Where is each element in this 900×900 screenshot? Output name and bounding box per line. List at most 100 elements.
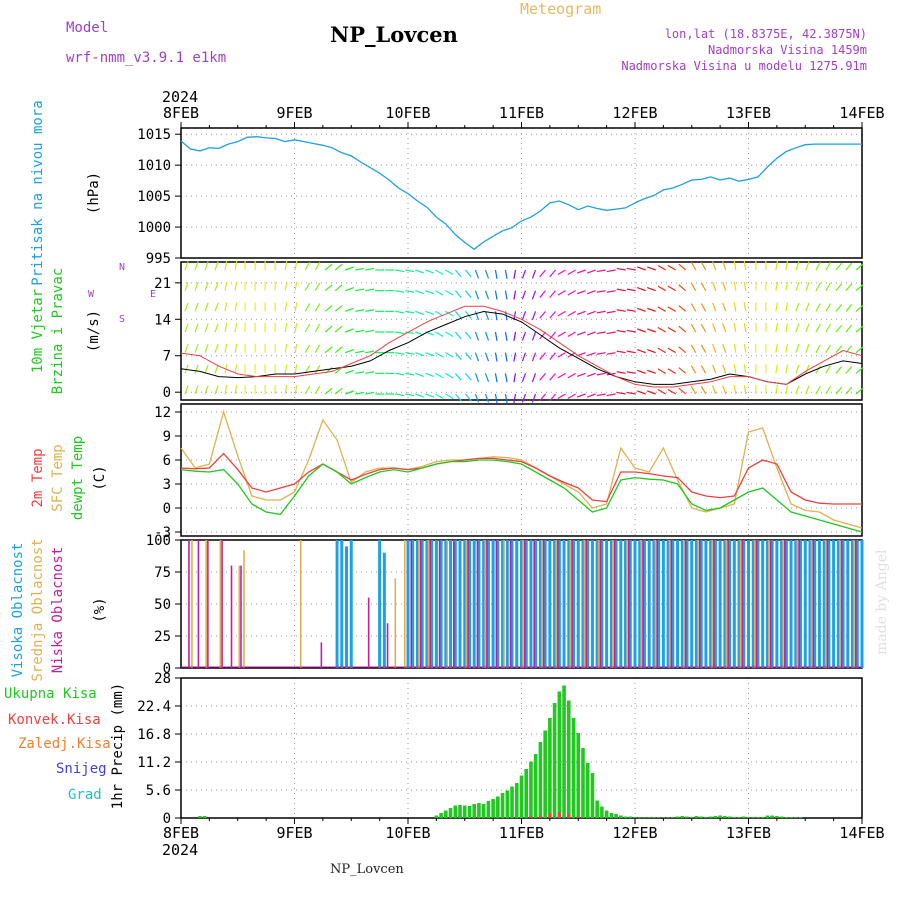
wind-arrow bbox=[415, 372, 425, 377]
wind-arrow bbox=[678, 346, 687, 354]
wind-arrow bbox=[678, 325, 687, 333]
precip-total-bar bbox=[699, 816, 704, 818]
wind-arrow bbox=[539, 372, 546, 381]
precip-total-bar bbox=[496, 796, 500, 818]
precip-legend-4: Grad bbox=[68, 787, 102, 803]
wind-arrow bbox=[474, 311, 480, 320]
wind-arrow bbox=[733, 261, 737, 271]
precip-total-bar bbox=[519, 775, 524, 818]
precip-total-bar bbox=[448, 808, 453, 818]
wind-arrow bbox=[405, 310, 415, 314]
wind-arrow bbox=[845, 366, 853, 374]
wind-arrow bbox=[825, 261, 831, 271]
y-tick-label: 1000 bbox=[137, 220, 171, 236]
model-altitude: Nadmorska Visina u modelu 1275.91m bbox=[621, 59, 867, 73]
wind-arrow bbox=[474, 331, 480, 341]
x-tick-label-bottom: 11FEB bbox=[499, 824, 544, 842]
precip-total-bar bbox=[510, 786, 514, 818]
x-tick-label-top: 14FEB bbox=[839, 104, 884, 122]
precip-total-bar bbox=[600, 806, 604, 818]
wind-arrow bbox=[224, 281, 228, 291]
wind-arrow bbox=[345, 390, 354, 395]
wind-arrow bbox=[785, 302, 789, 312]
wind-arrow bbox=[815, 303, 821, 312]
wind-arrow bbox=[657, 368, 667, 374]
wind-arrow bbox=[324, 263, 333, 271]
wind-arrow bbox=[355, 391, 365, 395]
wind-arrow bbox=[334, 346, 343, 354]
wind-arrow bbox=[504, 373, 508, 383]
wind-arrow bbox=[521, 290, 527, 300]
wind-arrow bbox=[464, 352, 472, 360]
wind-arrow bbox=[184, 323, 189, 333]
wind-arrow bbox=[214, 364, 219, 374]
wind-arrow bbox=[795, 364, 800, 374]
wind-arrow bbox=[855, 346, 864, 354]
wind-arrow bbox=[355, 309, 365, 312]
y-tick-label: 75 bbox=[154, 565, 171, 581]
wind-arrow bbox=[785, 343, 789, 353]
wind-arrow bbox=[825, 282, 831, 291]
wind-arrow bbox=[616, 288, 626, 292]
wind-arrow bbox=[586, 372, 596, 377]
wind-arrow bbox=[647, 307, 656, 312]
wind-arrow bbox=[616, 350, 626, 354]
wind-arrow bbox=[775, 281, 779, 291]
station-title: NP_Lovcen bbox=[330, 22, 458, 47]
wind-arrow bbox=[775, 364, 779, 374]
model-version: wrf-nmm_v3.9.1 e1km bbox=[66, 50, 227, 66]
y-tick-label: 16.8 bbox=[137, 727, 171, 743]
wind-arrow bbox=[557, 331, 566, 338]
wind-arrow bbox=[484, 331, 490, 341]
wind-arrow bbox=[586, 352, 596, 357]
wind-arrow bbox=[345, 287, 354, 292]
wind-arrow bbox=[334, 305, 343, 312]
wind-arrow bbox=[415, 352, 425, 357]
wind-arrow bbox=[626, 329, 636, 333]
wind-arrow bbox=[504, 393, 508, 403]
wind-gust-line bbox=[180, 305, 863, 388]
wind-arrow bbox=[494, 331, 498, 341]
y-tick-label: 1010 bbox=[137, 158, 171, 174]
wind-arrow bbox=[324, 387, 333, 395]
x-tick-label-bottom: 8FEB bbox=[163, 824, 199, 842]
wind-arrow bbox=[690, 323, 697, 333]
y-tick-label: 0 bbox=[163, 661, 171, 677]
x-tick-label-top: 11FEB bbox=[499, 104, 544, 122]
wind-arrow bbox=[405, 393, 415, 397]
wind-arrow bbox=[494, 269, 498, 279]
wind-arrow bbox=[304, 261, 311, 271]
precip-total-bar bbox=[458, 805, 462, 818]
wind-arrow bbox=[445, 393, 454, 400]
wind-arrow bbox=[549, 290, 557, 298]
wind-arrow bbox=[549, 310, 557, 319]
wind-arrow bbox=[324, 325, 333, 333]
wind-arrow bbox=[504, 269, 508, 279]
y-tick-label: 7 bbox=[163, 349, 171, 365]
y-tick-label: 22.4 bbox=[137, 699, 171, 715]
wind-arrow bbox=[855, 387, 864, 395]
pressure-ylabel: Pritisak na nivou mora bbox=[30, 100, 46, 285]
wind-arrow bbox=[204, 385, 209, 395]
wind-arrow bbox=[531, 393, 537, 403]
wind-arrow bbox=[284, 261, 288, 271]
temp2m-ylabel: 2m Temp bbox=[30, 448, 46, 507]
x-tick-label-top: 8FEB bbox=[163, 104, 199, 122]
wind-arrow bbox=[667, 285, 677, 292]
wind-arrow bbox=[234, 323, 238, 333]
precip-total-bar bbox=[467, 806, 472, 818]
pressure-line bbox=[180, 136, 862, 251]
wind-arrow bbox=[234, 343, 238, 353]
wind-arrow bbox=[616, 329, 626, 333]
wind-arrow bbox=[637, 349, 646, 354]
wind-arrow bbox=[576, 393, 586, 398]
wind-arrow bbox=[484, 311, 490, 320]
wind-arrow bbox=[586, 310, 596, 315]
wind-arrow bbox=[294, 281, 298, 291]
wind-arrow bbox=[678, 284, 687, 292]
wind-arrow bbox=[795, 282, 800, 291]
wind-arrow bbox=[284, 302, 288, 312]
wind-arrow bbox=[539, 269, 546, 278]
wind-arrow bbox=[355, 350, 365, 354]
